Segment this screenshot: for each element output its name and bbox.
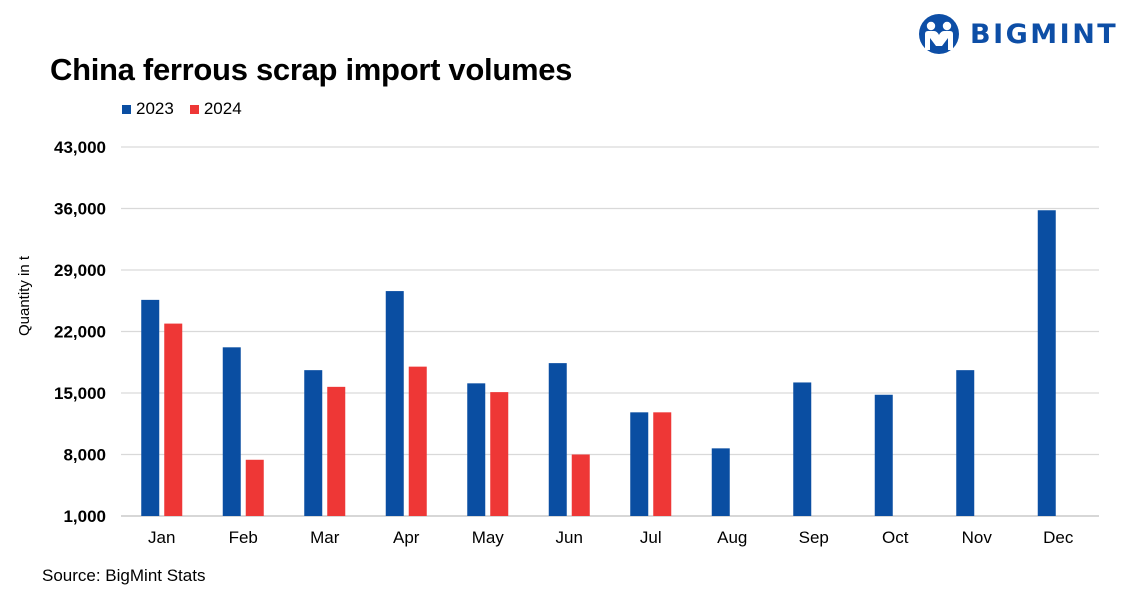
y-tick-label: 43,000 (54, 138, 106, 157)
x-tick-label: Jul (640, 528, 662, 547)
bar-2024-jun (571, 454, 590, 516)
bar-2023-jul (630, 412, 649, 516)
y-tick-label: 36,000 (54, 200, 106, 219)
bar-2024-apr (408, 366, 427, 516)
y-axis-title: Quantity in t (16, 255, 33, 336)
y-tick-label: 15,000 (54, 384, 106, 403)
x-tick-label: Dec (1043, 528, 1074, 547)
source-note: Source: BigMint Stats (42, 566, 206, 585)
bar-2023-jun (548, 363, 567, 516)
y-tick-label: 22,000 (54, 323, 106, 342)
y-tick-label: 1,000 (63, 507, 106, 526)
y-tick-label: 8,000 (63, 446, 106, 465)
legend-item-2023: 2023 (122, 99, 174, 119)
bar-2024-feb (245, 459, 264, 516)
bar-2023-aug (711, 448, 730, 516)
x-tick-label: Apr (393, 528, 420, 547)
bar-2024-jul (653, 412, 672, 516)
x-tick-label: Feb (229, 528, 258, 547)
y-axis-ticks: 1,000 8,000 15,000 22,000 29,000 36,000 43,000 (54, 138, 106, 526)
bars (141, 210, 1056, 516)
bigmint-logo: BIGMINT (918, 12, 1118, 56)
x-tick-label: Sep (799, 528, 829, 547)
legend-swatch-2024 (189, 104, 199, 114)
bar-2023-apr (385, 291, 404, 516)
bar-2023-nov (956, 370, 975, 516)
legend-item-2024: 2024 (189, 99, 242, 119)
x-tick-label: Aug (717, 528, 747, 547)
bar-2023-dec (1037, 210, 1056, 516)
x-tick-label: Mar (310, 528, 340, 547)
gridlines (121, 146, 1099, 517)
bar-2024-jan (164, 323, 183, 516)
bar-2024-mar (327, 386, 346, 516)
x-tick-label: Nov (962, 528, 993, 547)
x-tick-label: May (472, 528, 505, 547)
bar-2023-may (467, 383, 486, 516)
bar-2023-feb (222, 347, 241, 516)
x-tick-label: Jan (148, 528, 175, 547)
x-tick-label: Jun (556, 528, 583, 547)
logo-text: BIGMINT (970, 18, 1119, 50)
bar-2023-jan (141, 299, 160, 516)
bar-2023-sep (793, 382, 812, 516)
bar-2023-oct (874, 394, 893, 516)
bar-2024-may (490, 392, 509, 516)
legend-label-2023: 2023 (136, 99, 174, 118)
legend-label-2024: 2024 (203, 99, 242, 118)
people-in-circle-icon (919, 14, 959, 54)
legend-swatch-2023 (122, 104, 131, 114)
y-tick-label: 29,000 (54, 261, 106, 280)
chart-title: China ferrous scrap import volumes (50, 52, 573, 87)
x-axis-ticks: Jan Feb Mar Apr May Jun Jul Aug Sep Oct Nov Dec (148, 528, 1074, 547)
bar-2023-mar (304, 370, 323, 516)
legend: 2023 2024 (122, 99, 258, 119)
x-tick-label: Oct (882, 528, 909, 547)
